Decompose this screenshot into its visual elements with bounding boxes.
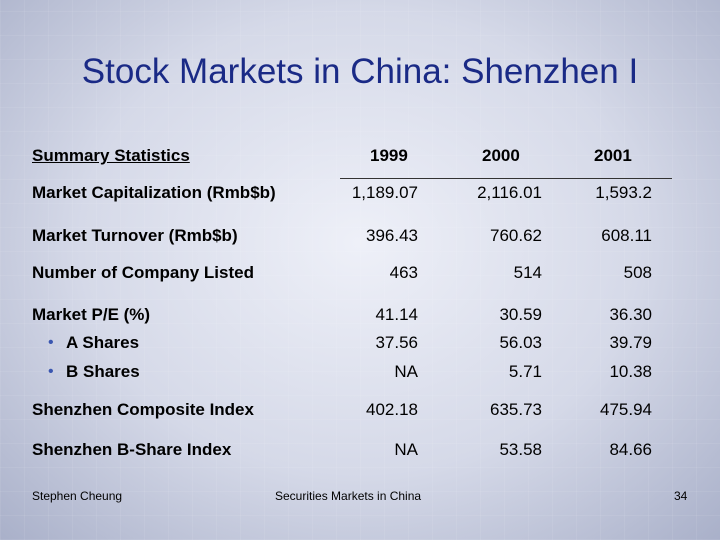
bullet: • [48,334,54,351]
cell-value: 36.30 [609,305,652,324]
footer-course: Securities Markets in China [275,489,422,503]
footer-author: Stephen Cheung [32,489,123,503]
cell-value: 2,116.01 [477,183,542,202]
row-label: Number of Company Listed [32,263,254,282]
row-label: Market P/E (%) [32,305,151,324]
cell-value: 463 [389,263,418,282]
cell-value: 396.43 [366,226,418,245]
row-label: B Shares [66,362,140,381]
cell-value: 84.66 [609,440,652,459]
cell-value: 608.11 [601,226,652,245]
cell-value: NA [394,362,418,381]
cell-value: 10.38 [609,362,652,381]
cell-value: 635.73 [490,400,542,419]
cell-value: 475.94 [600,400,652,419]
row-label: Shenzhen Composite Index [32,400,254,419]
cell-value: 402.18 [366,400,418,419]
cell-value: 760.62 [490,226,542,245]
row-label: Market Capitalization (Rmb$b) [32,183,276,202]
header-rule [340,178,672,179]
cell-value: 1,189.07 [351,183,418,202]
cell-value: 53.58 [499,440,542,459]
cell-value: 508 [623,263,652,282]
year-header: 1999 [370,146,408,165]
cell-value: 514 [513,263,542,282]
year-header: 2000 [482,146,520,165]
year-header: 2001 [594,146,632,165]
cell-value: 37.56 [375,333,418,352]
cell-value: 1,593.2 [595,183,652,202]
bullet: • [48,363,54,380]
page-number: 34 [674,489,688,503]
cell-value: 5.71 [508,362,542,381]
slide-title: Stock Markets in China: Shenzhen I [81,52,639,91]
row-label: A Shares [66,333,140,352]
cell-value: 30.59 [499,305,542,324]
row-label: Shenzhen B-Share Index [32,440,232,459]
header-label: Summary Statistics [32,146,190,165]
cell-value: NA [394,440,418,459]
cell-value: 41.14 [375,305,418,324]
cell-value: 39.79 [609,333,652,352]
row-label: Market Turnover (Rmb$b) [32,226,238,245]
cell-value: 56.03 [499,333,542,352]
